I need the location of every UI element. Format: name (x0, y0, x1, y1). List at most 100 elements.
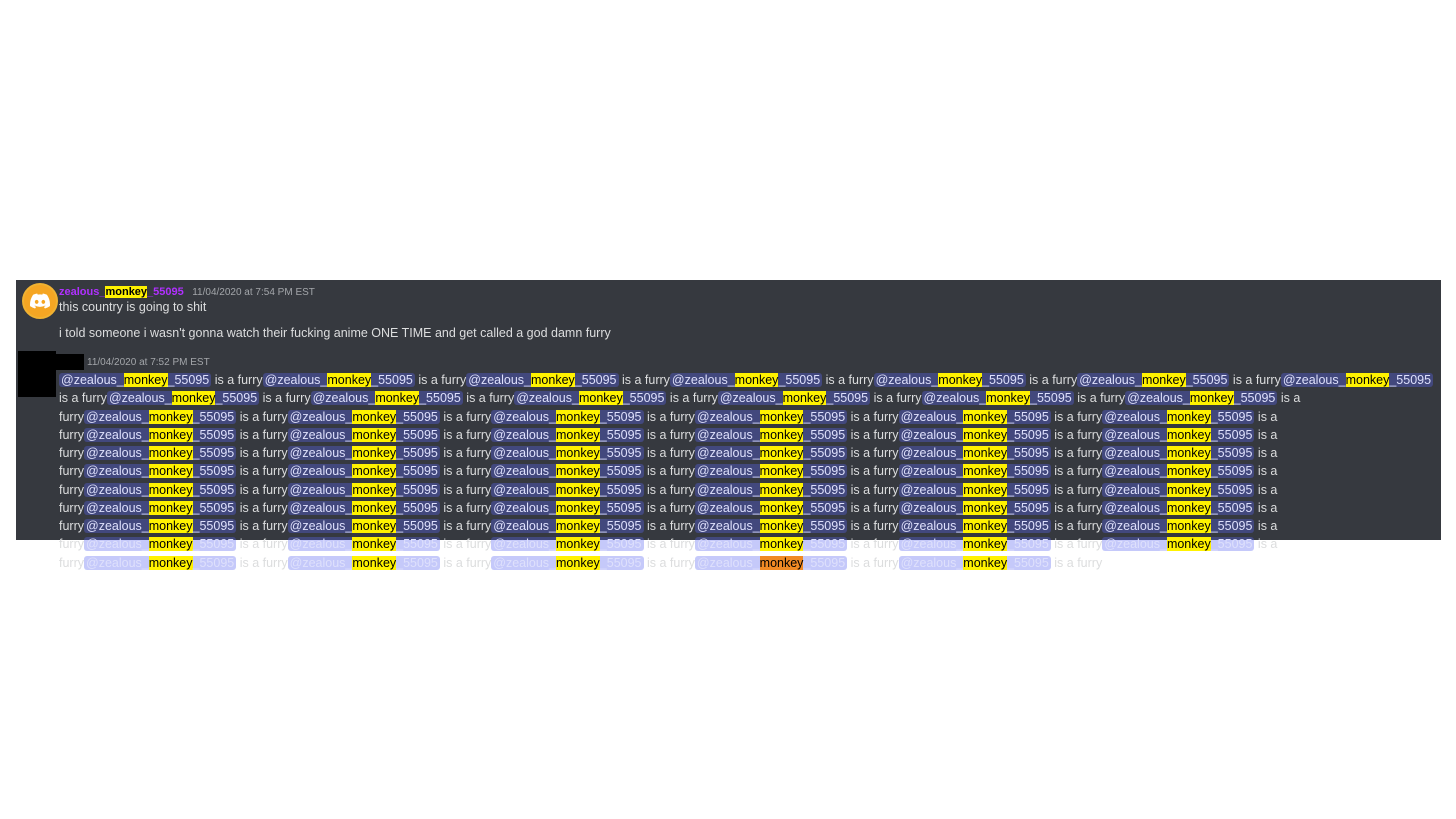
user-mention[interactable]: @zealous_monkey_55095 (491, 537, 644, 552)
message-text: i told someone i wasn't gonna watch thei… (59, 326, 611, 340)
user-mention[interactable]: @zealous_monkey_55095 (491, 555, 644, 570)
message-text: is a furry (59, 427, 1278, 460)
user-mention[interactable]: @zealous_monkey_55095 (1102, 482, 1255, 497)
search-highlight: monkey (148, 446, 193, 460)
user-mention[interactable]: @zealous_monkey_55095 (1102, 464, 1255, 479)
user-mention[interactable]: @zealous_monkey_55095 (1102, 446, 1255, 460)
user-mention[interactable]: @zealous_monkey_55095 (694, 500, 848, 515)
user-mention[interactable]: @zealous_monkey_55095 (694, 537, 848, 552)
user-mention[interactable]: @zealous_monkey_55095 (287, 446, 440, 460)
search-highlight: monkey (105, 286, 148, 298)
user-mention[interactable]: @zealous_monkey_55095 (287, 464, 440, 479)
user-mention[interactable]: @zealous_monkey_55095 (1077, 373, 1230, 387)
user-mention[interactable]: @zealous_monkey_55095 (491, 427, 644, 442)
user-mention[interactable]: @zealous_monkey_55095 (84, 427, 237, 442)
search-highlight: monkey (556, 409, 600, 424)
message-text: is a furry (59, 464, 1278, 497)
message-text: is a furry (236, 464, 288, 479)
user-mention[interactable]: @zealous_monkey_55095 (84, 409, 237, 424)
user-mention[interactable]: @zealous_monkey_55095 (921, 391, 1074, 406)
search-highlight: monkey (963, 409, 1008, 424)
user-mention[interactable]: @zealous_monkey_55095 (84, 519, 237, 533)
user-mention[interactable]: @zealous_monkey_55095 (287, 500, 440, 515)
user-mention[interactable]: @zealous_monkey_55095 (694, 519, 848, 533)
message-text: is a furry (847, 464, 899, 479)
message-text: is a furry (1050, 519, 1103, 533)
message-text: is a furry (439, 427, 492, 442)
user-mention[interactable]: @zealous_monkey_55095 (84, 555, 237, 570)
user-mention[interactable]: @zealous_monkey_55095 (59, 373, 212, 387)
message-text: is a furry (847, 555, 899, 570)
message-text: is a furry (211, 373, 263, 387)
user-mention[interactable]: @zealous_monkey_55095 (898, 537, 1051, 552)
message-text: is a furry (1050, 446, 1103, 460)
user-mention[interactable]: @zealous_monkey_55095 (694, 427, 848, 442)
user-mention[interactable]: @zealous_monkey_55095 (491, 500, 644, 515)
user-mention[interactable]: @zealous_monkey_55095 (898, 500, 1051, 515)
user-mention[interactable]: @zealous_monkey_55095 (491, 464, 644, 479)
user-mention[interactable]: @zealous_monkey_55095 (898, 427, 1051, 442)
user-mention[interactable]: @zealous_monkey_55095 (310, 391, 463, 406)
user-mention[interactable]: @zealous_monkey_55095 (84, 537, 237, 552)
user-mention[interactable]: @zealous_monkey_55095 (84, 500, 237, 515)
search-highlight: monkey (963, 446, 1008, 460)
user-mention[interactable]: @zealous_monkey_55095 (898, 409, 1051, 424)
user-mention[interactable]: @zealous_monkey_55095 (1102, 519, 1255, 533)
user-mention[interactable]: @zealous_monkey_55095 (1280, 373, 1434, 387)
user-mention[interactable]: @zealous_monkey_55095 (694, 446, 848, 460)
search-highlight: monkey (963, 427, 1008, 442)
search-highlight: monkey (1345, 373, 1390, 387)
user-mention[interactable]: @zealous_monkey_55095 (1102, 500, 1255, 515)
search-highlight: monkey (352, 409, 397, 424)
user-mention[interactable]: @zealous_monkey_55095 (694, 409, 848, 424)
user-mention[interactable]: @zealous_monkey_55095 (898, 482, 1051, 497)
user-mention[interactable]: @zealous_monkey_55095 (466, 373, 619, 387)
user-mention[interactable]: @zealous_monkey_55095 (491, 482, 644, 497)
user-mention[interactable]: @zealous_monkey_55095 (491, 409, 644, 424)
user-mention[interactable]: @zealous_monkey_55095 (287, 427, 440, 442)
user-mention[interactable]: @zealous_monkey_55095 (669, 373, 823, 387)
user-mention[interactable]: @zealous_monkey_55095 (1102, 409, 1255, 424)
message-text: is a furry (59, 391, 107, 406)
user-mention[interactable]: @zealous_monkey_55095 (898, 555, 1051, 570)
user-mention[interactable]: @zealous_monkey_55095 (898, 446, 1051, 460)
search-highlight: monkey (1166, 482, 1211, 497)
search-highlight: monkey (148, 482, 193, 497)
message-text: is a furry (236, 519, 288, 533)
user-mention[interactable]: @zealous_monkey_55095 (287, 519, 440, 533)
user-mention[interactable]: @zealous_monkey_55095 (898, 519, 1051, 533)
search-highlight: monkey (556, 427, 600, 442)
user-mention[interactable]: @zealous_monkey_55095 (84, 446, 237, 460)
user-mention[interactable]: @zealous_monkey_55095 (287, 555, 440, 570)
user-mention[interactable]: @zealous_monkey_55095 (491, 519, 644, 533)
search-highlight: monkey (352, 500, 397, 515)
user-mention[interactable]: @zealous_monkey_55095 (84, 482, 237, 497)
user-mention[interactable]: @zealous_monkey_55095 (287, 409, 440, 424)
user-mention[interactable]: @zealous_monkey_55095 (287, 537, 440, 552)
user-mention[interactable]: @zealous_monkey_55095 (717, 391, 871, 406)
search-highlight: monkey (148, 537, 193, 552)
user-mention[interactable]: @zealous_monkey_55095 (1125, 391, 1278, 406)
user-mention[interactable]: @zealous_monkey_55095 (84, 464, 237, 479)
user-mention[interactable]: @zealous_monkey_55095 (898, 464, 1051, 479)
user-mention[interactable]: @zealous_monkey_55095 (694, 555, 848, 570)
user-mention[interactable]: @zealous_monkey_55095 (1102, 537, 1255, 552)
discord-logo-icon[interactable] (22, 283, 58, 319)
username[interactable]: zealous_monkey_55095 (59, 286, 184, 298)
search-highlight: monkey (963, 519, 1008, 533)
message-text: is a furry (236, 446, 288, 460)
user-mention[interactable]: @zealous_monkey_55095 (873, 373, 1026, 387)
message-text: is a furry (236, 537, 288, 552)
search-highlight: monkey (782, 391, 827, 406)
user-mention[interactable]: @zealous_monkey_55095 (694, 482, 848, 497)
message-text: is a furry (643, 409, 695, 424)
user-mention[interactable]: @zealous_monkey_55095 (1102, 427, 1255, 442)
user-mention[interactable]: @zealous_monkey_55095 (287, 482, 440, 497)
user-mention[interactable]: @zealous_monkey_55095 (106, 391, 260, 406)
user-mention[interactable]: @zealous_monkey_55095 (514, 391, 667, 406)
search-highlight: monkey (759, 409, 804, 424)
search-highlight: monkey (148, 409, 193, 424)
user-mention[interactable]: @zealous_monkey_55095 (491, 446, 644, 460)
user-mention[interactable]: @zealous_monkey_55095 (694, 464, 848, 479)
user-mention[interactable]: @zealous_monkey_55095 (262, 373, 415, 387)
